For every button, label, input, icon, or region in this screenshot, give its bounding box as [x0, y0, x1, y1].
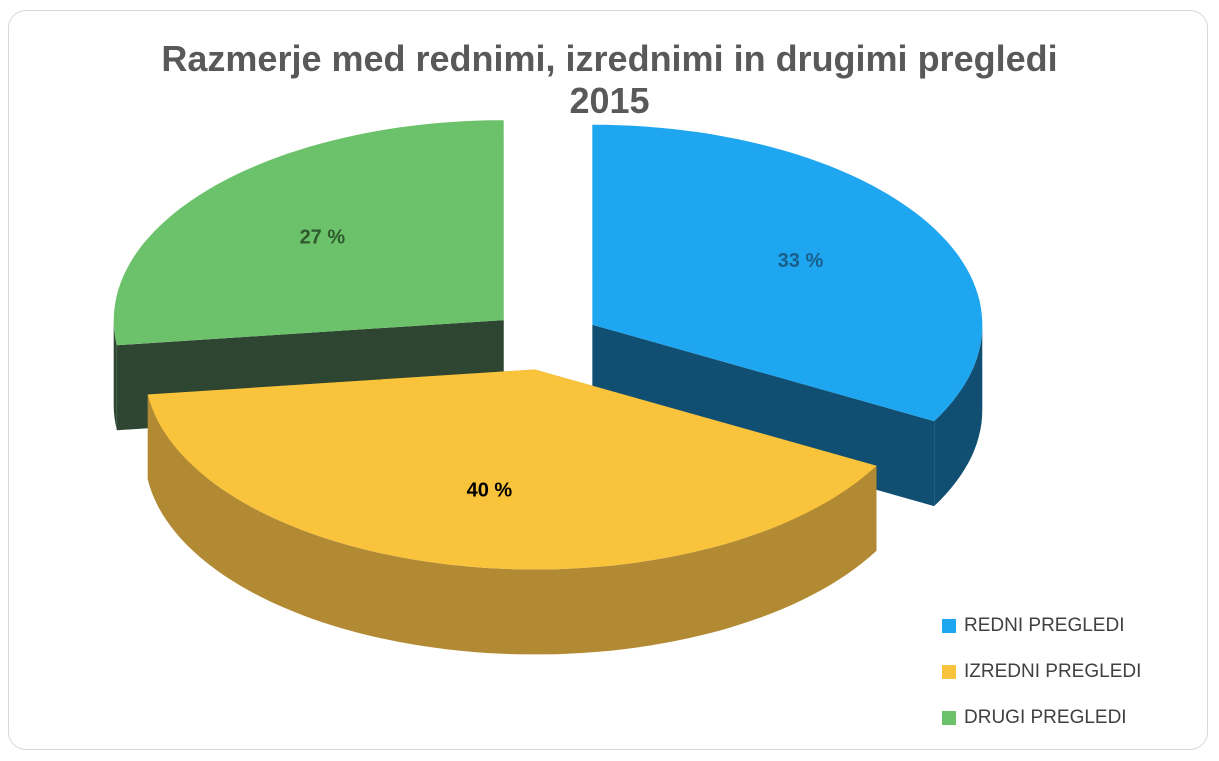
data-label: 40 % — [467, 480, 513, 502]
slice-top — [592, 124, 983, 422]
chart-frame — [8, 10, 1208, 750]
legend-swatch — [942, 619, 956, 633]
pie-slice — [147, 369, 877, 655]
legend-label: REDNI PREGLEDI — [964, 615, 1124, 636]
legend-label: DRUGI PREGLEDI — [964, 707, 1127, 728]
data-label: 33 % — [778, 250, 824, 272]
data-label: 27 % — [300, 226, 346, 248]
slice-outer-wall — [934, 324, 983, 507]
legend-label: IZREDNI PREGLEDI — [964, 661, 1141, 682]
slice-top — [147, 369, 877, 570]
slice-top — [113, 120, 504, 346]
slice-outer-wall — [113, 320, 117, 431]
legend-swatch — [942, 665, 956, 679]
legend-swatch — [942, 711, 956, 725]
chart-title: Razmerje med rednimi, izrednimi in drugi… — [161, 38, 1058, 121]
slice-outer-wall — [147, 394, 877, 655]
